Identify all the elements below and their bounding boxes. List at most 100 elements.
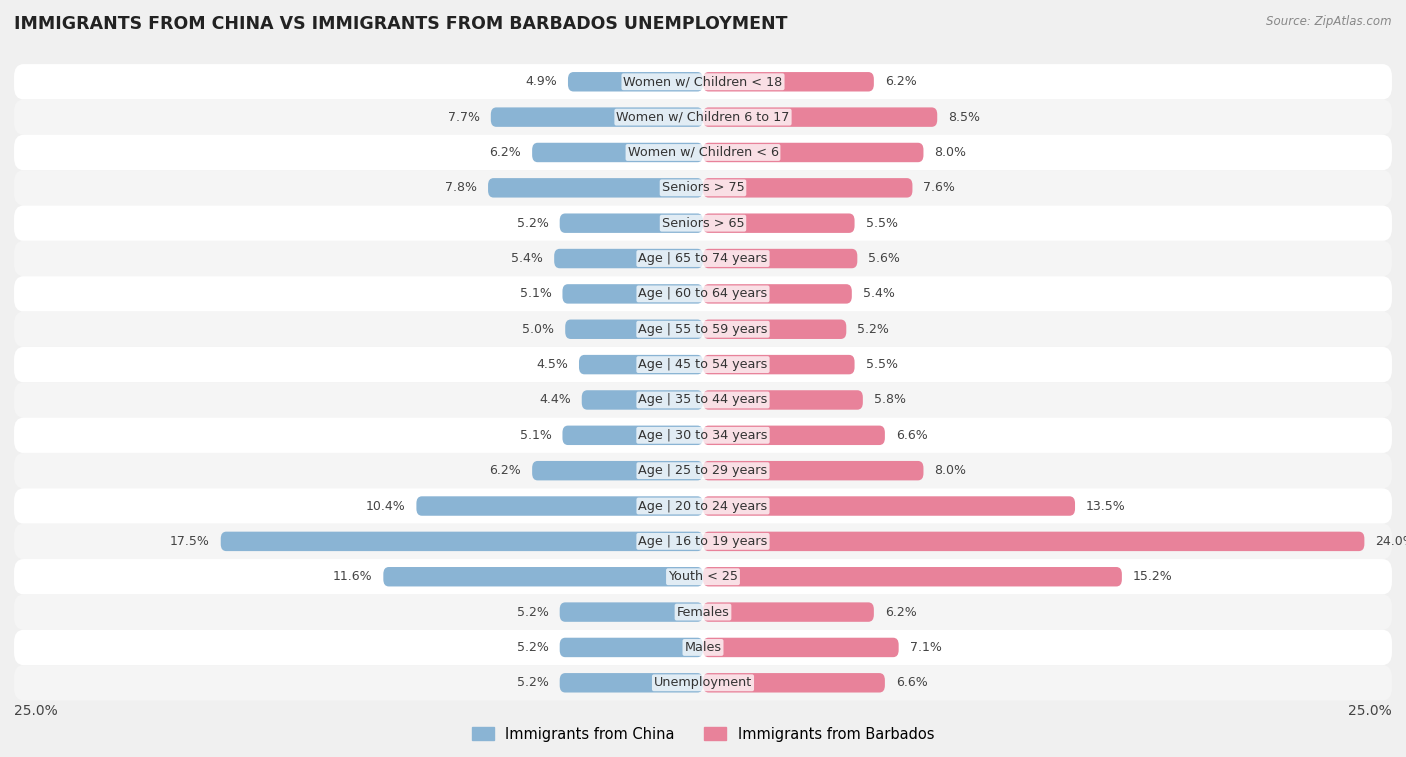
FancyBboxPatch shape <box>560 673 703 693</box>
FancyBboxPatch shape <box>703 355 855 374</box>
Text: 15.2%: 15.2% <box>1133 570 1173 583</box>
Text: 4.5%: 4.5% <box>536 358 568 371</box>
Text: Age | 25 to 29 years: Age | 25 to 29 years <box>638 464 768 477</box>
FancyBboxPatch shape <box>703 461 924 481</box>
FancyBboxPatch shape <box>14 135 1392 170</box>
Text: 7.8%: 7.8% <box>446 182 477 195</box>
Text: IMMIGRANTS FROM CHINA VS IMMIGRANTS FROM BARBADOS UNEMPLOYMENT: IMMIGRANTS FROM CHINA VS IMMIGRANTS FROM… <box>14 15 787 33</box>
FancyBboxPatch shape <box>703 319 846 339</box>
Text: 10.4%: 10.4% <box>366 500 405 512</box>
FancyBboxPatch shape <box>560 213 703 233</box>
FancyBboxPatch shape <box>565 319 703 339</box>
Text: 5.4%: 5.4% <box>863 288 894 301</box>
Text: Source: ZipAtlas.com: Source: ZipAtlas.com <box>1267 15 1392 28</box>
Text: Age | 45 to 54 years: Age | 45 to 54 years <box>638 358 768 371</box>
FancyBboxPatch shape <box>703 284 852 304</box>
Text: 5.2%: 5.2% <box>517 676 548 690</box>
FancyBboxPatch shape <box>14 276 1392 312</box>
FancyBboxPatch shape <box>703 603 875 621</box>
Text: 6.2%: 6.2% <box>489 464 522 477</box>
FancyBboxPatch shape <box>491 107 703 127</box>
Text: Males: Males <box>685 641 721 654</box>
Text: Age | 30 to 34 years: Age | 30 to 34 years <box>638 428 768 442</box>
Text: 7.6%: 7.6% <box>924 182 955 195</box>
Text: Age | 55 to 59 years: Age | 55 to 59 years <box>638 322 768 336</box>
FancyBboxPatch shape <box>14 630 1392 665</box>
FancyBboxPatch shape <box>560 637 703 657</box>
FancyBboxPatch shape <box>562 284 703 304</box>
FancyBboxPatch shape <box>582 391 703 410</box>
FancyBboxPatch shape <box>531 461 703 481</box>
FancyBboxPatch shape <box>14 594 1392 630</box>
FancyBboxPatch shape <box>703 391 863 410</box>
Text: Youth < 25: Youth < 25 <box>668 570 738 583</box>
Text: 7.7%: 7.7% <box>447 111 479 123</box>
FancyBboxPatch shape <box>14 64 1392 99</box>
Text: 8.5%: 8.5% <box>948 111 980 123</box>
FancyBboxPatch shape <box>14 205 1392 241</box>
Text: Females: Females <box>676 606 730 618</box>
FancyBboxPatch shape <box>14 312 1392 347</box>
FancyBboxPatch shape <box>703 497 1076 516</box>
FancyBboxPatch shape <box>562 425 703 445</box>
Text: 6.2%: 6.2% <box>884 606 917 618</box>
Text: 5.0%: 5.0% <box>522 322 554 336</box>
Text: Seniors > 75: Seniors > 75 <box>662 182 744 195</box>
FancyBboxPatch shape <box>703 178 912 198</box>
Text: 5.6%: 5.6% <box>869 252 900 265</box>
Text: Age | 35 to 44 years: Age | 35 to 44 years <box>638 394 768 407</box>
FancyBboxPatch shape <box>14 559 1392 594</box>
FancyBboxPatch shape <box>703 673 884 693</box>
Text: 5.4%: 5.4% <box>512 252 543 265</box>
Text: Women w/ Children < 18: Women w/ Children < 18 <box>623 75 783 89</box>
FancyBboxPatch shape <box>703 249 858 268</box>
FancyBboxPatch shape <box>416 497 703 516</box>
FancyBboxPatch shape <box>703 637 898 657</box>
FancyBboxPatch shape <box>14 99 1392 135</box>
Text: 5.1%: 5.1% <box>520 428 551 442</box>
Text: Age | 20 to 24 years: Age | 20 to 24 years <box>638 500 768 512</box>
FancyBboxPatch shape <box>14 418 1392 453</box>
FancyBboxPatch shape <box>568 72 703 92</box>
Text: Unemployment: Unemployment <box>654 676 752 690</box>
FancyBboxPatch shape <box>221 531 703 551</box>
Text: 5.5%: 5.5% <box>866 358 897 371</box>
FancyBboxPatch shape <box>14 170 1392 205</box>
Text: 11.6%: 11.6% <box>333 570 373 583</box>
Text: 5.2%: 5.2% <box>858 322 889 336</box>
Legend: Immigrants from China, Immigrants from Barbados: Immigrants from China, Immigrants from B… <box>472 727 934 742</box>
Text: 6.2%: 6.2% <box>489 146 522 159</box>
FancyBboxPatch shape <box>531 143 703 162</box>
Text: 25.0%: 25.0% <box>14 704 58 718</box>
Text: 5.2%: 5.2% <box>517 641 548 654</box>
FancyBboxPatch shape <box>14 347 1392 382</box>
FancyBboxPatch shape <box>560 603 703 621</box>
Text: 4.9%: 4.9% <box>526 75 557 89</box>
Text: Age | 60 to 64 years: Age | 60 to 64 years <box>638 288 768 301</box>
FancyBboxPatch shape <box>703 567 1122 587</box>
Text: Women w/ Children < 6: Women w/ Children < 6 <box>627 146 779 159</box>
Text: 25.0%: 25.0% <box>1348 704 1392 718</box>
FancyBboxPatch shape <box>703 72 875 92</box>
FancyBboxPatch shape <box>703 143 924 162</box>
Text: 24.0%: 24.0% <box>1375 535 1406 548</box>
Text: 17.5%: 17.5% <box>170 535 209 548</box>
Text: 5.5%: 5.5% <box>866 217 897 229</box>
Text: 7.1%: 7.1% <box>910 641 942 654</box>
FancyBboxPatch shape <box>703 107 938 127</box>
FancyBboxPatch shape <box>703 425 884 445</box>
Text: Women w/ Children 6 to 17: Women w/ Children 6 to 17 <box>616 111 790 123</box>
Text: 6.2%: 6.2% <box>884 75 917 89</box>
FancyBboxPatch shape <box>14 524 1392 559</box>
Text: 8.0%: 8.0% <box>935 464 966 477</box>
FancyBboxPatch shape <box>14 241 1392 276</box>
Text: Age | 16 to 19 years: Age | 16 to 19 years <box>638 535 768 548</box>
FancyBboxPatch shape <box>14 382 1392 418</box>
Text: 13.5%: 13.5% <box>1085 500 1126 512</box>
FancyBboxPatch shape <box>384 567 703 587</box>
Text: 5.2%: 5.2% <box>517 606 548 618</box>
Text: 5.8%: 5.8% <box>875 394 905 407</box>
Text: 6.6%: 6.6% <box>896 676 928 690</box>
FancyBboxPatch shape <box>554 249 703 268</box>
Text: Seniors > 65: Seniors > 65 <box>662 217 744 229</box>
